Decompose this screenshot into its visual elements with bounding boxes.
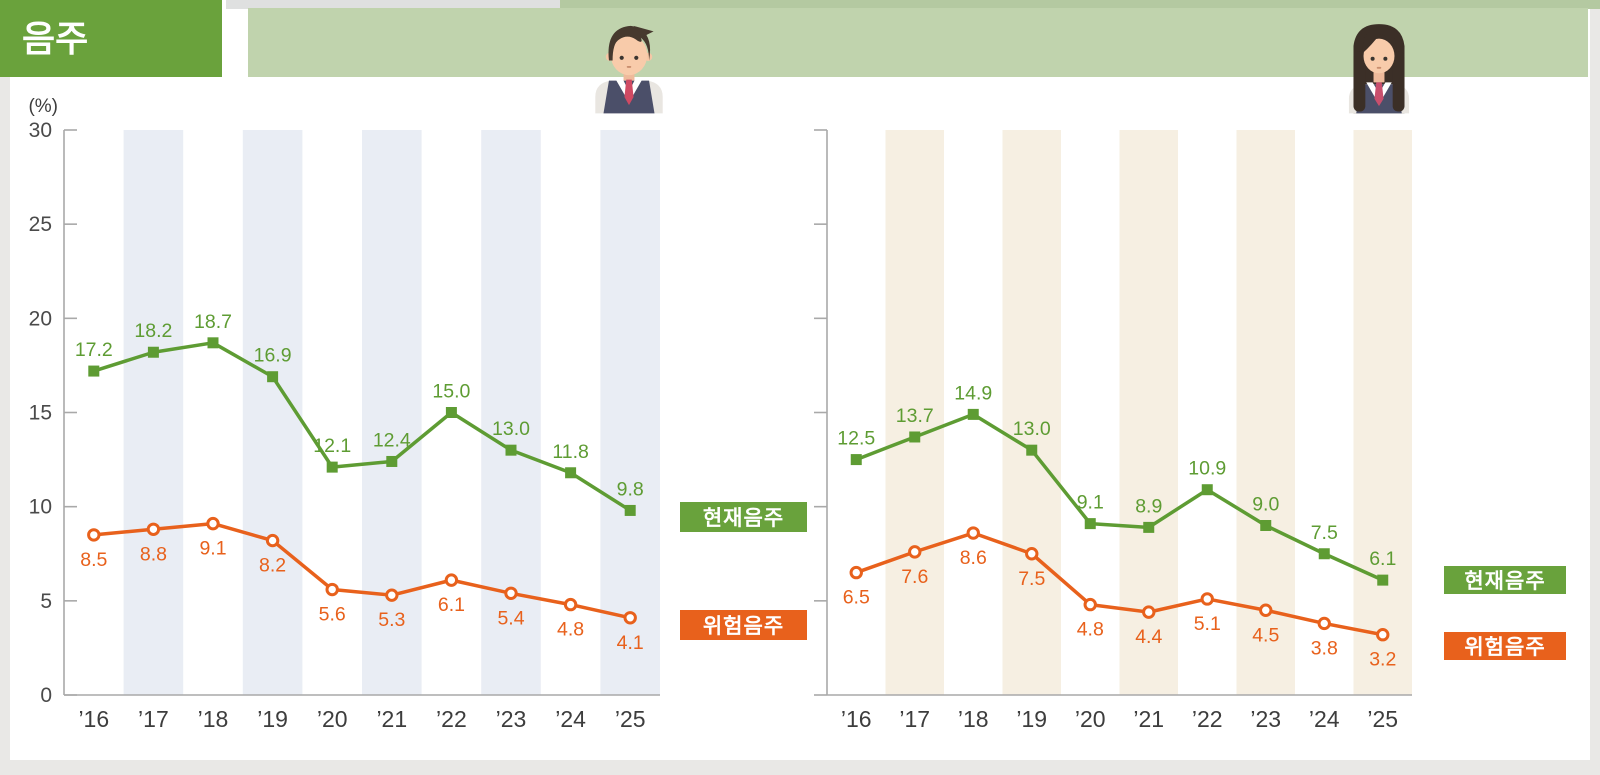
legend-male-current-drinking: 현재음주 [680, 502, 807, 532]
male-student-icon [595, 25, 663, 114]
banner-top-strip-green [560, 0, 1600, 9]
legend-female-current-drinking: 현재음주 [1444, 566, 1566, 594]
female-student-icon [1348, 24, 1410, 114]
legend-female-risky-drinking: 위험음주 [1444, 632, 1566, 660]
banner-top-strip-gray [226, 0, 560, 9]
page-title: 음주 [0, 0, 222, 77]
legend-male-risky-drinking: 위험음주 [680, 610, 807, 640]
